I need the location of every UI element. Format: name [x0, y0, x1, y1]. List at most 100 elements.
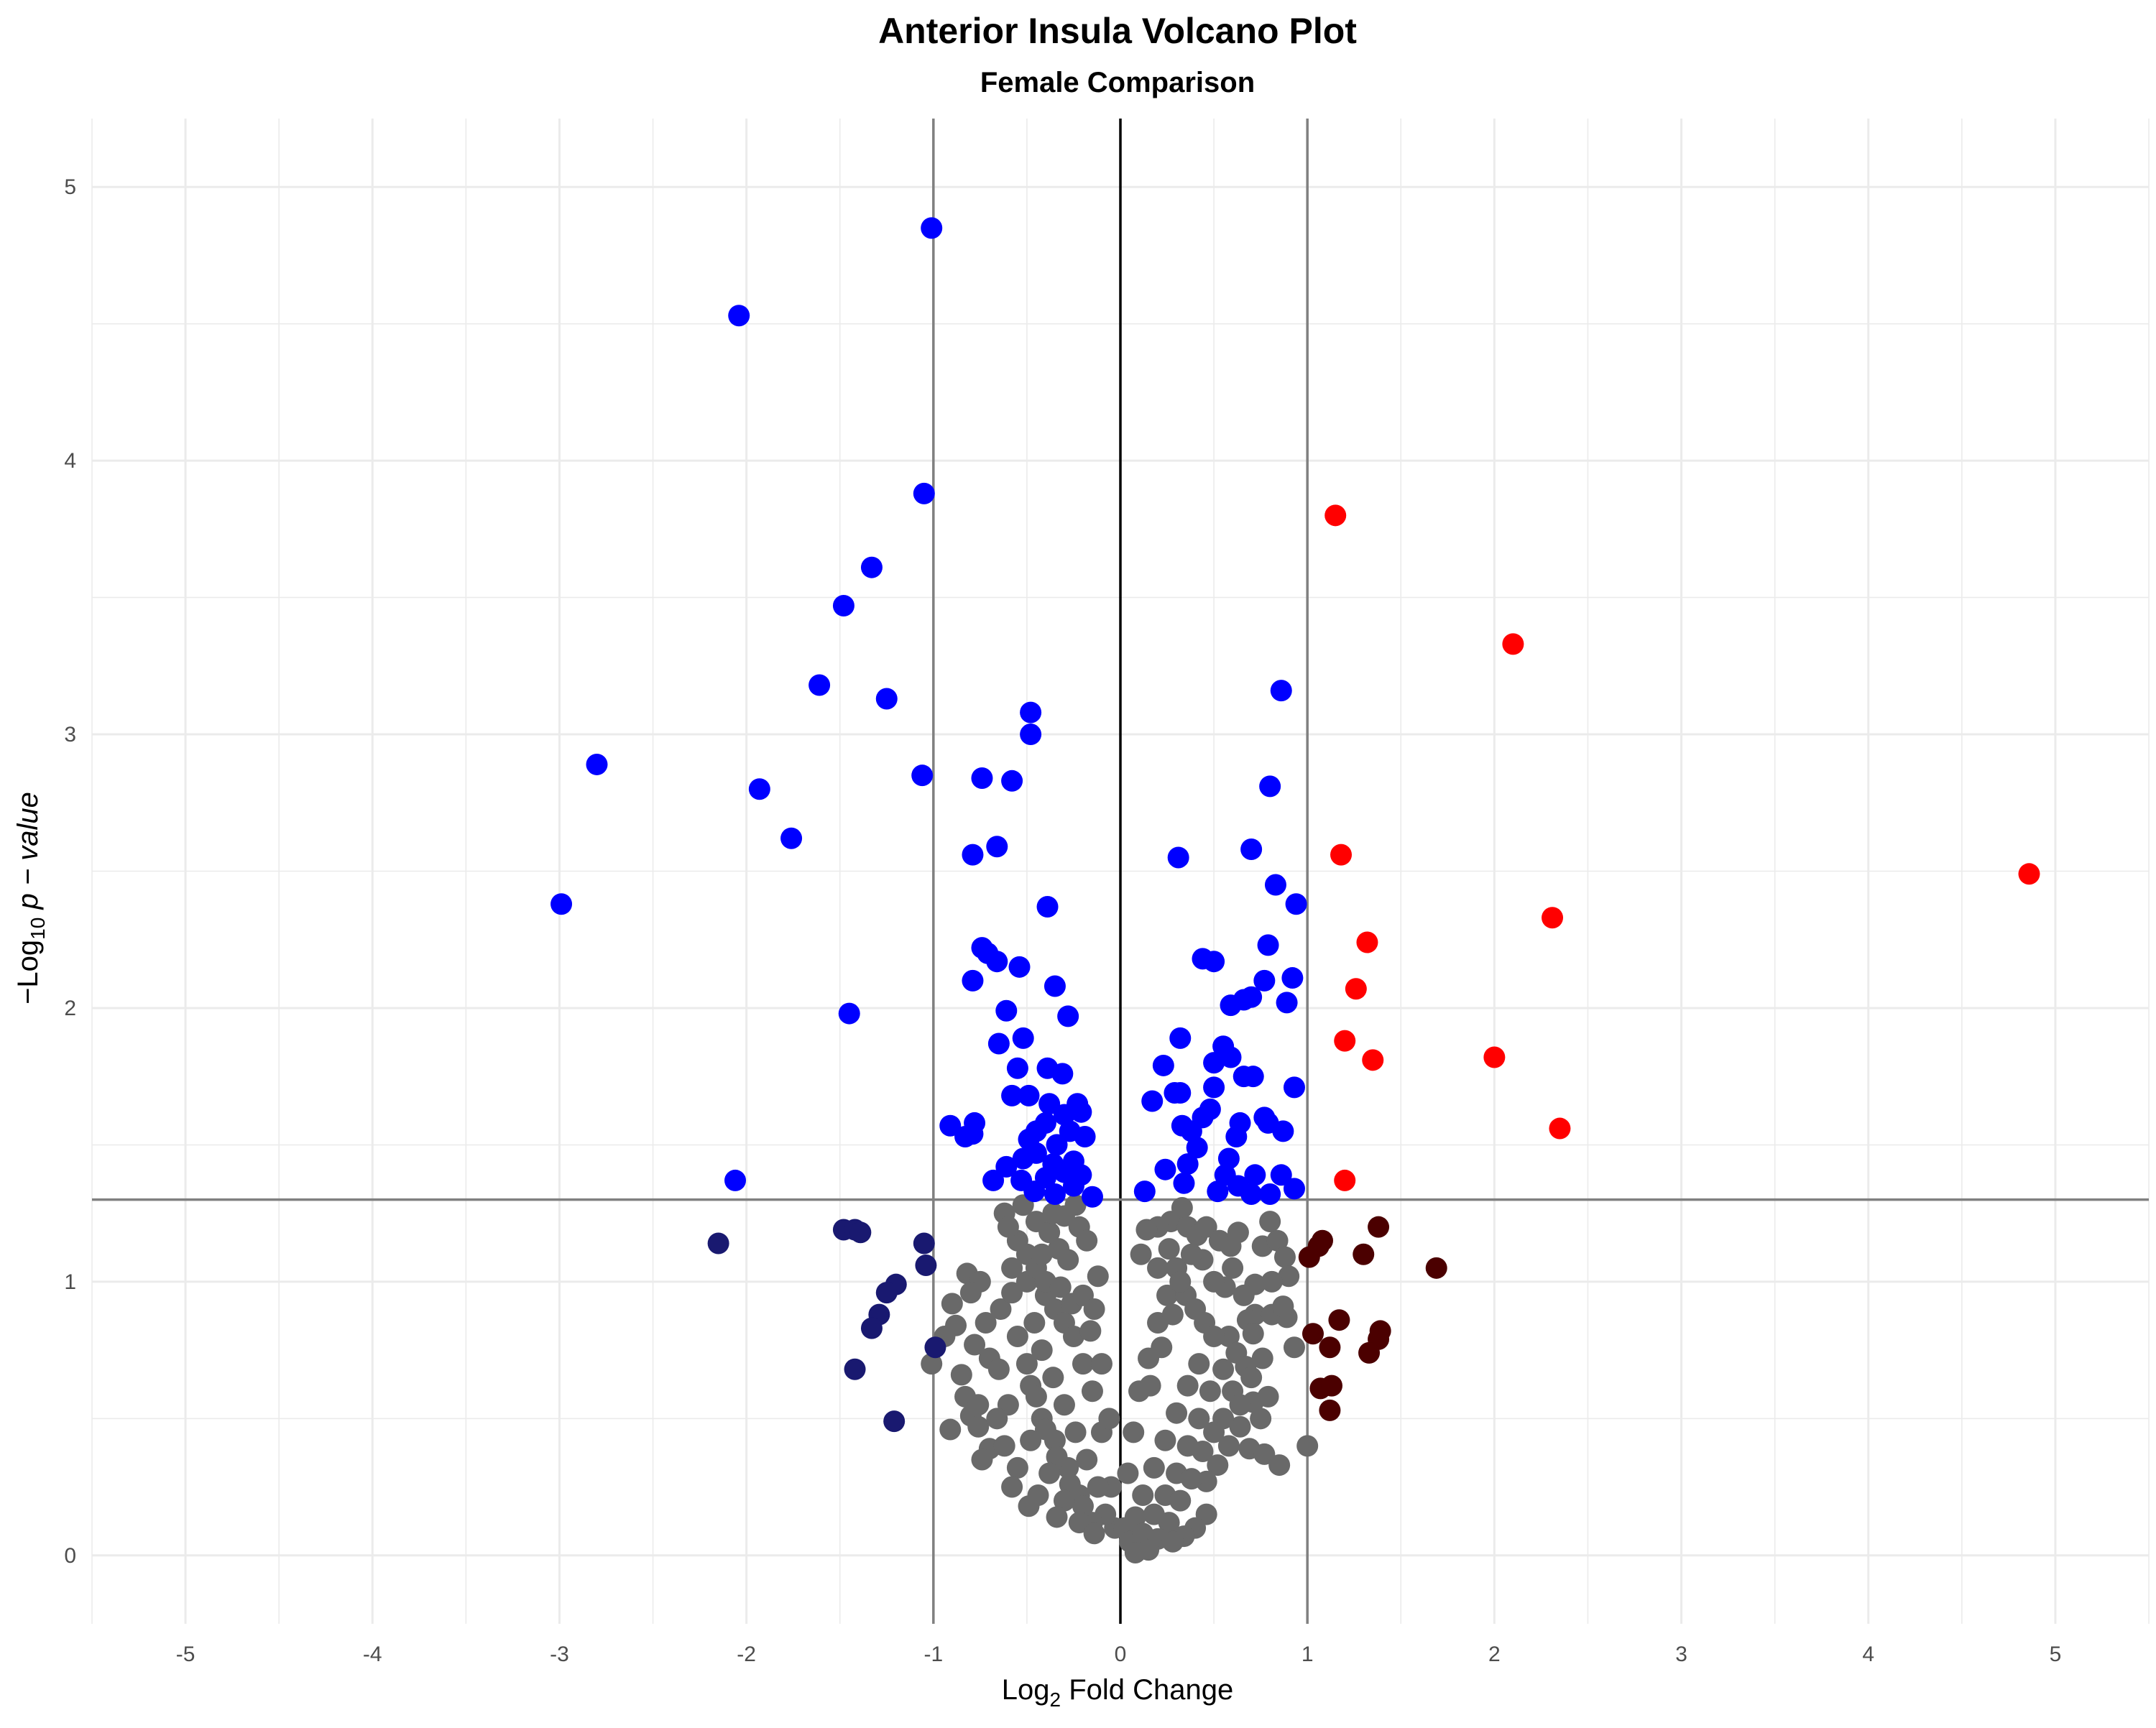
data-point-down-significant [1046, 1134, 1068, 1156]
data-point-not-significant [1229, 1415, 1251, 1438]
data-point-not-significant [1038, 1462, 1061, 1484]
data-point-not-significant [1130, 1243, 1152, 1265]
data-point-not-significant [1242, 1323, 1264, 1345]
data-point-not-significant [1072, 1495, 1094, 1517]
data-point-not-significant [1079, 1320, 1102, 1342]
data-point-down-significant [1152, 1054, 1174, 1076]
data-point-down-significant [1081, 1186, 1103, 1208]
data-point-down-significant [1283, 1076, 1305, 1099]
data-point-down-significant [971, 767, 993, 789]
data-point-not-significant [1253, 1443, 1276, 1465]
data-point-not-significant [1076, 1449, 1098, 1471]
data-point-down-fold-only [915, 1255, 937, 1277]
data-point-up-significant [1483, 1046, 1506, 1068]
data-point-not-significant [1212, 1358, 1235, 1380]
data-point-down-significant [962, 844, 984, 866]
data-point-not-significant [1192, 1441, 1214, 1463]
data-point-down-significant [1203, 1052, 1225, 1074]
data-point-not-significant [971, 1449, 993, 1471]
data-point-down-significant [995, 999, 1018, 1022]
data-point-up-fold-only [1319, 1336, 1341, 1359]
data-point-not-significant [1053, 1394, 1075, 1416]
chart-title: Anterior Insula Volcano Plot [878, 11, 1357, 51]
data-point-not-significant [1207, 1454, 1229, 1477]
data-point-not-significant [1266, 1229, 1289, 1252]
data-point-down-fold-only [913, 1232, 935, 1255]
data-point-up-significant [1356, 931, 1378, 953]
data-point-down-significant [1220, 994, 1242, 1017]
data-point-down-significant [724, 1169, 747, 1191]
data-point-down-significant [1244, 1164, 1266, 1186]
data-point-up-significant [1325, 504, 1347, 527]
x-axis-title: Log2 Fold Change [1002, 1674, 1233, 1711]
x-tick-label: -2 [737, 1642, 756, 1666]
data-point-not-significant [1042, 1367, 1064, 1389]
data-point-not-significant [1098, 1408, 1120, 1430]
data-point-not-significant [1087, 1265, 1109, 1288]
data-point-down-significant [954, 1125, 977, 1147]
data-points [550, 217, 2040, 1563]
data-point-down-significant [1259, 775, 1281, 798]
data-point-not-significant [950, 1364, 972, 1386]
x-tick-label: 2 [1488, 1642, 1501, 1666]
x-tick-label: 0 [1115, 1642, 1127, 1666]
data-point-not-significant [1083, 1523, 1105, 1545]
data-point-not-significant [1147, 1257, 1169, 1279]
y-axis-title: −Log10 p − value [12, 792, 49, 1004]
data-point-down-significant [1242, 1066, 1264, 1088]
data-point-down-significant [1257, 934, 1279, 956]
data-point-down-significant [1141, 1090, 1164, 1112]
data-point-not-significant [1046, 1506, 1068, 1528]
data-point-up-significant [1334, 1030, 1356, 1052]
data-point-down-significant [1036, 896, 1059, 918]
data-point-up-fold-only [1319, 1399, 1341, 1421]
data-point-down-significant [1133, 1181, 1156, 1203]
data-point-not-significant [1169, 1270, 1192, 1293]
data-point-not-significant [1081, 1380, 1103, 1403]
data-point-down-significant [1203, 1076, 1225, 1099]
data-point-not-significant [1132, 1484, 1154, 1506]
data-point-up-significant [1502, 633, 1524, 655]
data-point-not-significant [1027, 1484, 1049, 1506]
data-point-not-significant [1087, 1476, 1109, 1498]
x-axis-ticks: -5 -4 -3 -2 -1 0 1 2 3 4 5 [176, 1642, 2062, 1666]
data-point-not-significant [1161, 1303, 1184, 1326]
data-point-not-significant [941, 1293, 963, 1315]
data-point-down-significant [1018, 1084, 1040, 1106]
x-axis-title-suffix: Fold Change [1061, 1674, 1233, 1706]
data-point-down-significant [1154, 1158, 1176, 1181]
data-point-down-significant [986, 836, 1008, 858]
data-point-down-significant [838, 1002, 860, 1025]
data-point-not-significant [1046, 1446, 1068, 1468]
data-point-down-significant [1023, 1181, 1046, 1203]
data-point-not-significant [1180, 1243, 1202, 1265]
data-point-down-significant [1253, 969, 1276, 992]
x-tick-label: -5 [176, 1642, 195, 1666]
data-point-up-fold-only [1353, 1243, 1375, 1265]
y-axis-ticks: 0 1 2 3 4 5 [64, 175, 76, 1568]
data-point-not-significant [1278, 1265, 1300, 1288]
data-point-down-significant [1169, 1082, 1192, 1104]
data-point-not-significant [1188, 1408, 1210, 1430]
data-point-down-significant [1220, 1046, 1242, 1068]
data-point-down-significant [1038, 1093, 1061, 1115]
data-point-not-significant [1166, 1402, 1188, 1424]
data-point-not-significant [1283, 1336, 1305, 1359]
data-point-down-significant [1012, 1147, 1034, 1170]
data-point-up-significant [2018, 863, 2040, 885]
data-point-down-significant [1008, 956, 1031, 978]
data-point-not-significant [1158, 1512, 1180, 1534]
data-point-not-significant [990, 1298, 1012, 1320]
data-point-down-significant [748, 778, 770, 800]
data-point-down-significant [1020, 701, 1042, 724]
data-point-down-significant [1203, 951, 1225, 973]
data-point-up-fold-only [1328, 1309, 1350, 1331]
data-point-down-significant [1176, 1153, 1199, 1175]
data-point-not-significant [1273, 1246, 1296, 1268]
data-point-up-fold-only [1425, 1257, 1447, 1279]
data-point-not-significant [1151, 1336, 1173, 1359]
data-point-down-significant [1270, 1164, 1292, 1186]
data-point-down-significant [1225, 1125, 1248, 1147]
data-point-not-significant [1195, 1216, 1217, 1238]
